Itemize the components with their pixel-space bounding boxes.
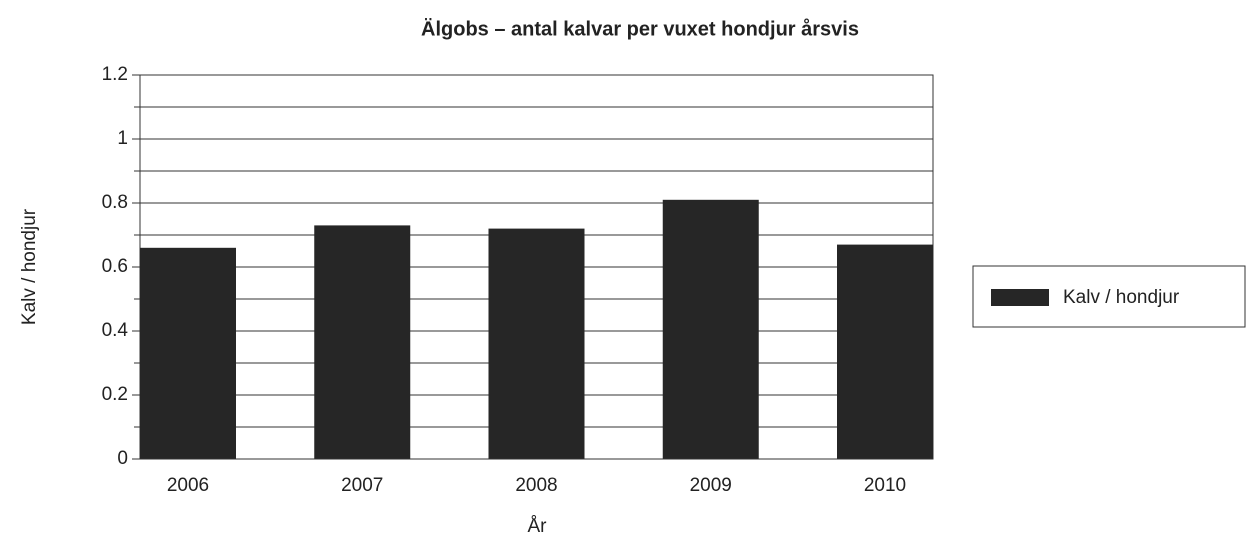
- bar: [314, 225, 411, 459]
- legend-label: Kalv / hondjur: [1063, 287, 1180, 308]
- bar: [662, 199, 759, 460]
- y-tick-label: 1: [117, 128, 128, 149]
- chart-title: Älgobs – antal kalvar per vuxet hondjur …: [421, 17, 859, 40]
- x-tick-label: 2008: [515, 475, 557, 496]
- y-tick-label: 1.2: [102, 64, 128, 85]
- y-tick-label: 0.8: [102, 192, 128, 213]
- legend-swatch: [991, 289, 1049, 306]
- x-tick-label: 2006: [167, 475, 209, 496]
- x-tick-label: 2007: [341, 475, 383, 496]
- y-axis-label: Kalv / hondjur: [19, 208, 40, 325]
- y-tick-label: 0.2: [102, 384, 128, 405]
- bar: [837, 244, 933, 459]
- y-tick-label: 0.6: [102, 256, 128, 277]
- y-tick-label: 0.4: [102, 320, 129, 341]
- x-tick-label: 2010: [864, 475, 906, 496]
- bar: [140, 247, 236, 459]
- x-tick-label: 2009: [690, 475, 732, 496]
- bar: [488, 228, 585, 459]
- x-axis-label: År: [528, 516, 548, 537]
- y-tick-label: 0: [117, 448, 128, 469]
